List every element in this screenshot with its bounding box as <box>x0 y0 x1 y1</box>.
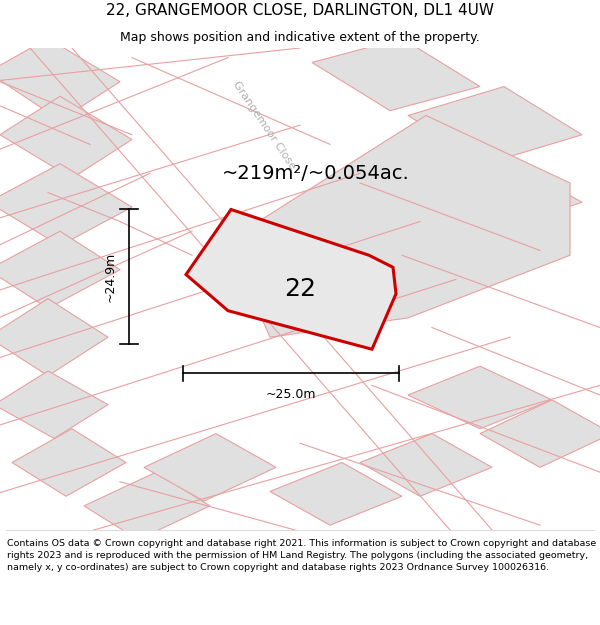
Text: 22: 22 <box>284 277 316 301</box>
Polygon shape <box>0 96 132 178</box>
Polygon shape <box>0 231 120 308</box>
Polygon shape <box>0 164 132 246</box>
Text: ~25.0m: ~25.0m <box>266 388 316 401</box>
Polygon shape <box>84 472 210 539</box>
Text: 22, GRANGEMOOR CLOSE, DARLINGTON, DL1 4UW: 22, GRANGEMOOR CLOSE, DARLINGTON, DL1 4U… <box>106 3 494 18</box>
Text: Contains OS data © Crown copyright and database right 2021. This information is : Contains OS data © Crown copyright and d… <box>7 539 596 572</box>
Polygon shape <box>144 434 276 501</box>
Polygon shape <box>408 86 582 164</box>
Polygon shape <box>0 371 108 438</box>
Text: ~219m²/~0.054ac.: ~219m²/~0.054ac. <box>222 164 410 183</box>
Text: ~24.9m: ~24.9m <box>104 252 117 302</box>
Polygon shape <box>360 434 492 496</box>
Polygon shape <box>420 159 582 231</box>
Polygon shape <box>408 366 552 429</box>
Polygon shape <box>480 400 600 468</box>
Polygon shape <box>12 429 126 496</box>
Text: Map shows position and indicative extent of the property.: Map shows position and indicative extent… <box>120 31 480 44</box>
Text: Grangemoor Close: Grangemoor Close <box>231 79 297 171</box>
Polygon shape <box>0 299 108 376</box>
Polygon shape <box>270 462 402 525</box>
Polygon shape <box>186 209 396 349</box>
Polygon shape <box>228 116 570 338</box>
Polygon shape <box>0 38 120 120</box>
Polygon shape <box>312 38 480 111</box>
